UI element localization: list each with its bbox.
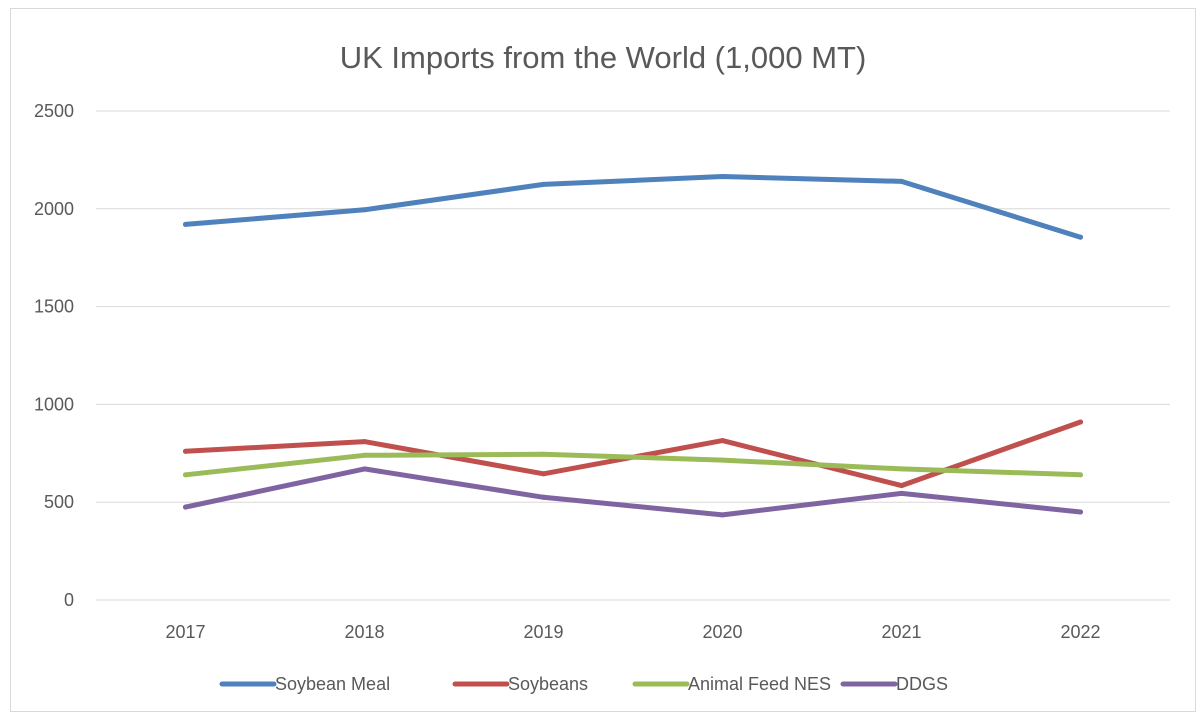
x-tick-label: 2017 <box>165 622 205 642</box>
chart-frame <box>10 8 1196 712</box>
data-point-ddgs <box>1078 509 1083 515</box>
x-tick-label: 2021 <box>881 622 921 642</box>
y-tick-label: 2000 <box>34 199 74 219</box>
data-point-ddgs <box>720 512 725 518</box>
legend-item-ddgs: DDGS <box>840 674 948 694</box>
x-tick-label: 2022 <box>1060 622 1100 642</box>
legend: Soybean Meal Soybeans Animal Feed NES DDGS <box>219 674 948 694</box>
data-point-soybean-meal <box>720 174 725 180</box>
legend-item-soybeans: Soybeans <box>452 674 588 694</box>
y-tick-label: 500 <box>44 492 74 512</box>
data-point-animal-feed-nes <box>899 466 904 472</box>
data-point-soybeans <box>1078 419 1083 425</box>
legend-label: DDGS <box>896 674 948 694</box>
legend-label: Soybeans <box>508 674 588 694</box>
data-point-soybeans <box>183 448 188 454</box>
y-tick-label: 1000 <box>34 394 74 414</box>
gridlines <box>96 110 1170 601</box>
data-point-ddgs <box>541 494 546 500</box>
data-point-ddgs <box>899 490 904 496</box>
legend-item-animal-feed-nes: Animal Feed NES <box>632 674 831 694</box>
chart-title: UK Imports from the World (1,000 MT) <box>339 40 867 75</box>
series-line-animal-feed-nes <box>183 451 1083 478</box>
data-point-ddgs <box>362 466 367 472</box>
data-point-soybean-meal <box>183 221 188 227</box>
data-point-soybeans <box>899 483 904 489</box>
data-point-soybean-meal <box>362 207 367 213</box>
y-tick-label: 2500 <box>34 101 74 121</box>
data-point-animal-feed-nes <box>720 457 725 463</box>
y-tick-label: 1500 <box>34 297 74 317</box>
series-lines <box>183 174 1083 518</box>
y-axis: 0 500 1000 1500 2000 2500 <box>34 101 74 610</box>
series-line-soybean-meal <box>183 174 1083 240</box>
x-tick-label: 2018 <box>344 622 384 642</box>
data-point-animal-feed-nes <box>1078 472 1083 478</box>
legend-item-soybean-meal: Soybean Meal <box>219 674 390 694</box>
data-point-animal-feed-nes <box>183 472 188 478</box>
data-point-soybeans <box>362 439 367 445</box>
data-point-soybeans <box>720 438 725 444</box>
data-point-soybean-meal <box>899 178 904 184</box>
data-point-ddgs <box>183 504 188 510</box>
series-line-ddgs <box>183 466 1083 518</box>
data-point-animal-feed-nes <box>541 451 546 457</box>
data-point-soybean-meal <box>541 181 546 187</box>
legend-label: Animal Feed NES <box>688 674 831 694</box>
x-tick-label: 2019 <box>523 622 563 642</box>
x-tick-label: 2020 <box>702 622 742 642</box>
data-point-soybeans <box>541 471 546 477</box>
data-point-animal-feed-nes <box>362 452 367 458</box>
x-axis: 2017 2018 2019 2020 2021 2022 <box>165 622 1100 642</box>
y-tick-label: 0 <box>64 590 74 610</box>
data-point-soybean-meal <box>1078 234 1083 240</box>
legend-label: Soybean Meal <box>275 674 390 694</box>
